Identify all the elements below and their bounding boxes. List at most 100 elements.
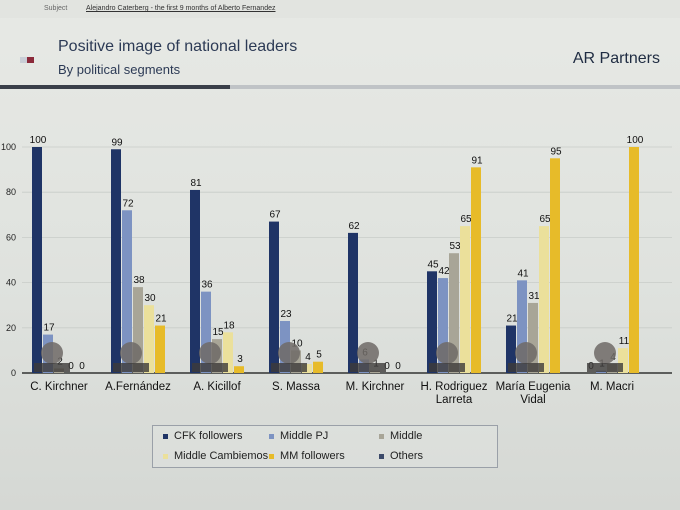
bar (122, 210, 132, 373)
legend-item: MM followers (269, 450, 345, 462)
bar (471, 167, 481, 373)
legend-item: Middle Cambiemos (163, 450, 268, 462)
leader-photo-shoulders (508, 363, 544, 372)
bar (269, 221, 279, 373)
category-label: María Eugenia (496, 381, 571, 393)
legend-item: Others (379, 450, 423, 462)
bar (629, 147, 639, 373)
y-tick-label: 60 (6, 232, 16, 242)
bar (144, 305, 154, 373)
bar (550, 158, 560, 373)
bar (133, 287, 143, 373)
leader-photo-shoulders (34, 363, 70, 372)
bar (190, 189, 200, 373)
bar-value-label: 4 (305, 352, 311, 363)
bar-value-label: 30 (144, 293, 156, 304)
leader-photo-shoulders (429, 363, 465, 372)
leader-photo-icon (199, 342, 221, 364)
bar-value-label: 72 (122, 198, 134, 209)
leader-photo-icon (357, 342, 379, 364)
legend-swatch (269, 453, 274, 459)
bar-value-label: 91 (471, 155, 483, 166)
leader-photo-icon (594, 342, 616, 364)
chart-title: Positive image of national leaders (58, 38, 298, 55)
bar (460, 226, 470, 373)
bar (528, 302, 538, 373)
y-tick-label: 0 (11, 368, 16, 378)
bar-value-label: 15 (212, 327, 224, 338)
bar (155, 325, 165, 373)
bar (539, 226, 549, 373)
bar-value-label: 5 (316, 350, 322, 361)
legend-label: MM followers (280, 450, 345, 462)
bar (506, 325, 516, 373)
category-label: A.Fernández (105, 381, 171, 393)
y-tick-label: 100 (1, 142, 16, 152)
bar-value-label: 18 (223, 320, 235, 331)
bar (517, 280, 527, 373)
leader-photo-icon (515, 342, 537, 364)
category-label: S. Massa (272, 381, 321, 393)
bar (111, 149, 121, 373)
legend-swatch (379, 453, 384, 459)
category-label: H. Rodriguez (420, 381, 487, 393)
bar-value-label: 11 (619, 336, 630, 347)
category-label: C. Kirchner (30, 381, 88, 393)
leader-photo-icon (120, 342, 142, 364)
leader-photo-shoulders (350, 363, 386, 372)
leader-photo-shoulders (587, 363, 623, 372)
bar-value-label: 2 (57, 356, 63, 367)
bar-value-label: 0 (395, 361, 401, 372)
email-subject-bar: Subject Alejandro Caterberg - the first … (0, 0, 680, 18)
bar (427, 271, 437, 373)
header-rule-light (230, 85, 680, 89)
leader-photo-shoulders (192, 363, 228, 372)
header-rule-dark (0, 85, 230, 89)
bar (291, 350, 301, 373)
legend-swatch (269, 433, 274, 439)
bar-value-label: 17 (43, 323, 55, 334)
y-tick-label: 40 (6, 278, 16, 288)
bar-value-label: 0 (384, 361, 390, 372)
bar (234, 366, 244, 373)
leader-photo-shoulders (271, 363, 307, 372)
subject-label: Subject (44, 5, 68, 12)
bar-value-label: 38 (133, 275, 145, 286)
bar (348, 232, 358, 373)
bar (313, 361, 323, 373)
subject-text[interactable]: Alejandro Caterberg - the first 9 months… (86, 5, 276, 12)
legend-label: Others (390, 450, 424, 462)
bar-value-label: 21 (155, 314, 167, 325)
legend-swatch (163, 453, 168, 459)
bar-value-label: 53 (449, 241, 461, 252)
leader-photo-icon (278, 342, 300, 364)
bar-value-label: 45 (427, 259, 439, 270)
y-tick-label: 20 (6, 323, 16, 333)
bar-value-label: 100 (30, 135, 47, 146)
legend-item: Middle (379, 430, 422, 442)
bar (438, 278, 448, 373)
bar-value-label: 65 (460, 214, 472, 225)
logo-mark-icon (20, 57, 34, 63)
legend-label: Middle (390, 430, 423, 442)
legend-label: Middle PJ (280, 430, 329, 442)
bar-value-label: 67 (269, 210, 281, 221)
legend-swatch (379, 433, 384, 439)
bar-value-label: 10 (291, 338, 303, 349)
brand-name: AR Partners (572, 50, 660, 67)
y-tick-label: 80 (6, 187, 16, 197)
leader-photo-icon (41, 342, 63, 364)
bar-value-label: 100 (627, 135, 644, 146)
bar-value-label: 3 (237, 354, 243, 365)
bar (201, 291, 211, 373)
category-label: M. Kirchner (346, 381, 405, 393)
chart-legend: CFK followers Middle PJ Middle Middle Cambi… (152, 425, 498, 468)
legend-label: Middle Cambiemos (174, 450, 269, 462)
bar-value-label: 41 (517, 268, 529, 279)
chart-subtitle: By political segments (58, 62, 181, 77)
bar-value-label: 62 (348, 221, 360, 232)
bar-value-label: 95 (550, 146, 562, 157)
bar-value-label: 23 (280, 309, 292, 320)
